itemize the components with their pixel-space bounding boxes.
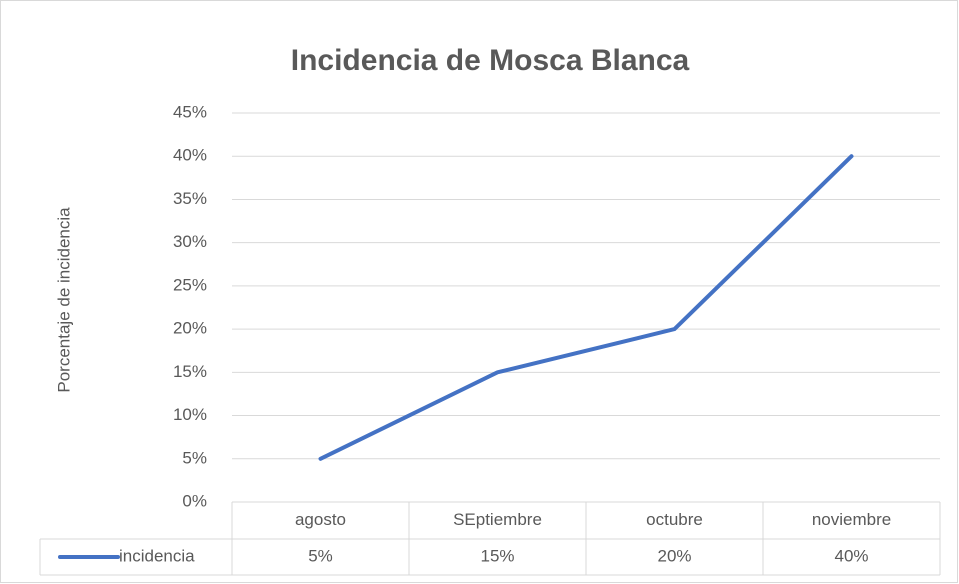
table-value: 15% — [480, 546, 514, 565]
y-axis-label: Porcentaje de incidencia — [54, 207, 73, 393]
y-tick-label: 10% — [173, 405, 207, 424]
y-tick-label: 20% — [173, 319, 207, 338]
x-tick-label: noviembre — [812, 510, 891, 529]
chart-title: Incidencia de Mosca Blanca — [291, 44, 690, 77]
y-tick-label: 35% — [173, 189, 207, 208]
x-tick-label: SEptiembre — [453, 510, 542, 529]
y-tick-label: 25% — [173, 275, 207, 294]
y-tick-label: 0% — [182, 491, 207, 510]
y-tick-label: 15% — [173, 362, 207, 381]
y-tick-label: 40% — [173, 146, 207, 165]
y-tick-label: 30% — [173, 232, 207, 251]
y-tick-label: 45% — [173, 102, 207, 121]
table-value: 20% — [657, 546, 691, 565]
y-tick-label: 5% — [182, 448, 207, 467]
line-series — [318, 154, 854, 461]
table-value: 40% — [834, 546, 868, 565]
x-tick-label: octubre — [646, 510, 703, 529]
table-value: 5% — [308, 546, 333, 565]
legend-label: incidencia — [119, 546, 195, 565]
x-tick-label: agosto — [295, 510, 346, 529]
